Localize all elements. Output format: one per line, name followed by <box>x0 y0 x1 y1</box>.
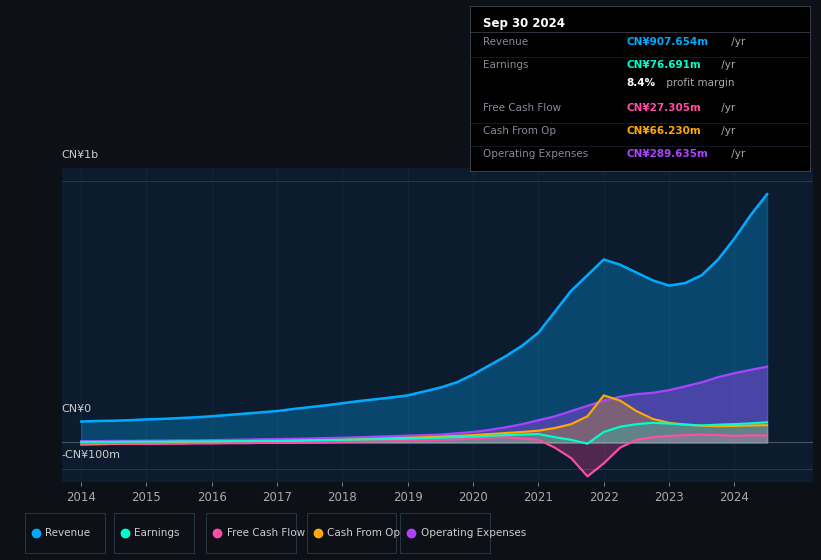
Bar <box>401 514 489 553</box>
Text: Revenue: Revenue <box>45 529 90 538</box>
Text: 8.4%: 8.4% <box>626 78 655 88</box>
Bar <box>307 514 396 553</box>
Text: Sep 30 2024: Sep 30 2024 <box>484 17 565 30</box>
Text: Free Cash Flow: Free Cash Flow <box>484 103 562 113</box>
Text: Revenue: Revenue <box>484 37 529 47</box>
Text: /yr: /yr <box>727 37 745 47</box>
Text: profit margin: profit margin <box>663 78 735 88</box>
Text: CN¥76.691m: CN¥76.691m <box>626 60 701 70</box>
Text: CN¥1b: CN¥1b <box>62 150 99 160</box>
Text: /yr: /yr <box>727 150 745 159</box>
Text: CN¥907.654m: CN¥907.654m <box>626 37 709 47</box>
Bar <box>114 514 194 553</box>
Text: CN¥66.230m: CN¥66.230m <box>626 126 701 136</box>
Text: /yr: /yr <box>718 60 736 70</box>
Text: Earnings: Earnings <box>484 60 529 70</box>
Text: Operating Expenses: Operating Expenses <box>484 150 589 159</box>
Text: CN¥27.305m: CN¥27.305m <box>626 103 701 113</box>
Text: /yr: /yr <box>718 126 736 136</box>
Text: Free Cash Flow: Free Cash Flow <box>227 529 305 538</box>
Text: CN¥289.635m: CN¥289.635m <box>626 150 709 159</box>
Text: Cash From Op: Cash From Op <box>484 126 557 136</box>
Text: /yr: /yr <box>718 103 736 113</box>
Bar <box>25 514 105 553</box>
Text: Cash From Op: Cash From Op <box>327 529 400 538</box>
Text: -CN¥100m: -CN¥100m <box>62 450 121 460</box>
Text: Earnings: Earnings <box>135 529 180 538</box>
Text: Operating Expenses: Operating Expenses <box>420 529 525 538</box>
Text: CN¥0: CN¥0 <box>62 404 92 414</box>
Bar <box>206 514 296 553</box>
